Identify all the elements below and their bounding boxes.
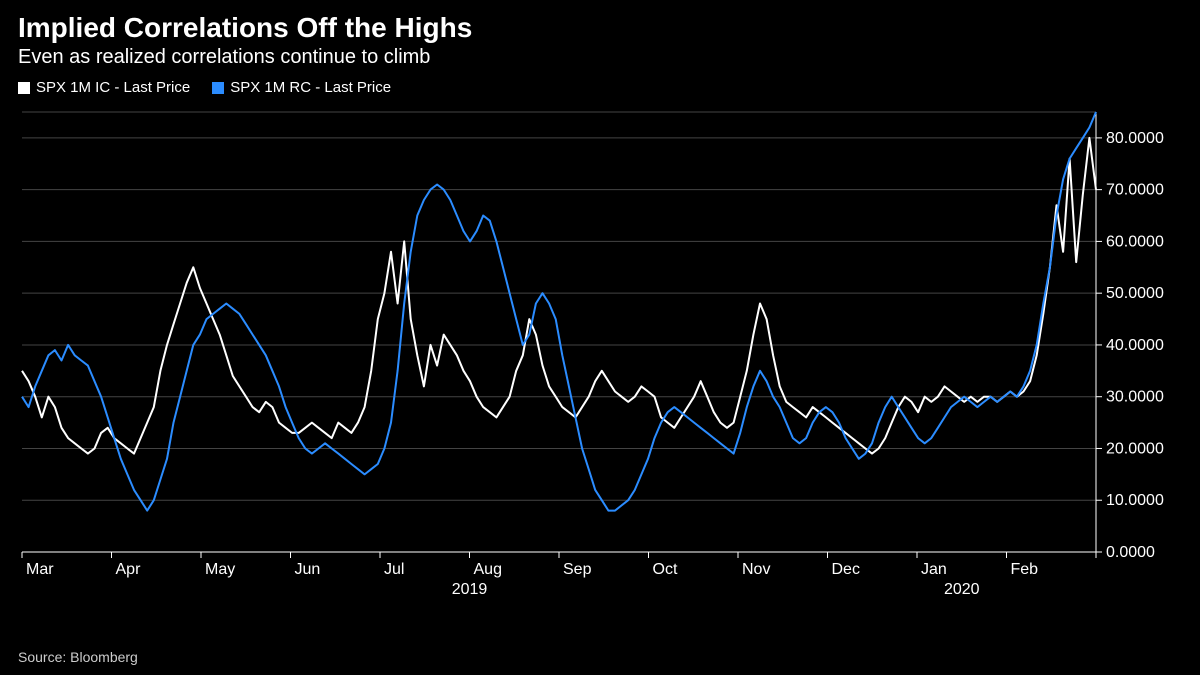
x-tick-label: Jul [384,561,404,578]
y-tick-label: 80.0000 [1106,130,1164,147]
legend-item-1: SPX 1M RC - Last Price [212,79,391,96]
x-tick-label: May [205,561,235,578]
y-tick-label: 30.0000 [1106,389,1164,406]
x-tick-label: Dec [832,561,860,578]
chart-footer: Source: Bloomberg [0,643,1200,675]
x-tick-label: Apr [116,561,142,578]
y-tick-label: 60.0000 [1106,233,1164,250]
chart-svg: 0.0000 10.0000 20.0000 30.0000 40.0000 50.000… [18,104,1182,604]
y-tick-label: 0.0000 [1106,544,1155,561]
y-tick-label: 70.0000 [1106,182,1164,199]
y-tick-label: 40.0000 [1106,337,1164,354]
chart-header: Implied Correlations Off the Highs Even … [0,0,1200,73]
legend-label-1: SPX 1M RC - Last Price [230,79,391,96]
chart-subtitle: Even as realized correlations continue t… [18,46,1182,69]
x-tick-label: Jan [921,561,947,578]
x-tick-label: Nov [742,561,770,578]
x-tick-label: Oct [653,561,678,578]
x-tick-label: Mar [26,561,54,578]
y-tick-label: 20.0000 [1106,440,1164,457]
year-label: 2020 [944,581,980,598]
chart-title: Implied Correlations Off the Highs [18,12,1182,44]
legend-label-0: SPX 1M IC - Last Price [36,79,190,96]
chart-plot-area: 0.0000 10.0000 20.0000 30.0000 40.0000 50.000… [18,104,1182,643]
y-tick-label: 10.0000 [1106,492,1164,509]
series-line [22,112,1096,511]
year-label: 2019 [452,581,488,598]
x-tick-label: Sep [563,561,592,578]
source-label: Source: Bloomberg [18,649,1182,665]
chart-legend: SPX 1M IC - Last Price SPX 1M RC - Last … [0,73,1200,98]
legend-swatch-1 [212,82,224,94]
x-tick-label: Aug [474,561,502,578]
series-line [22,138,1096,454]
legend-swatch-0 [18,82,30,94]
legend-item-0: SPX 1M IC - Last Price [18,79,190,96]
x-tick-label: Jun [295,561,321,578]
y-tick-label: 50.0000 [1106,285,1164,302]
x-tick-label: Feb [1011,561,1039,578]
